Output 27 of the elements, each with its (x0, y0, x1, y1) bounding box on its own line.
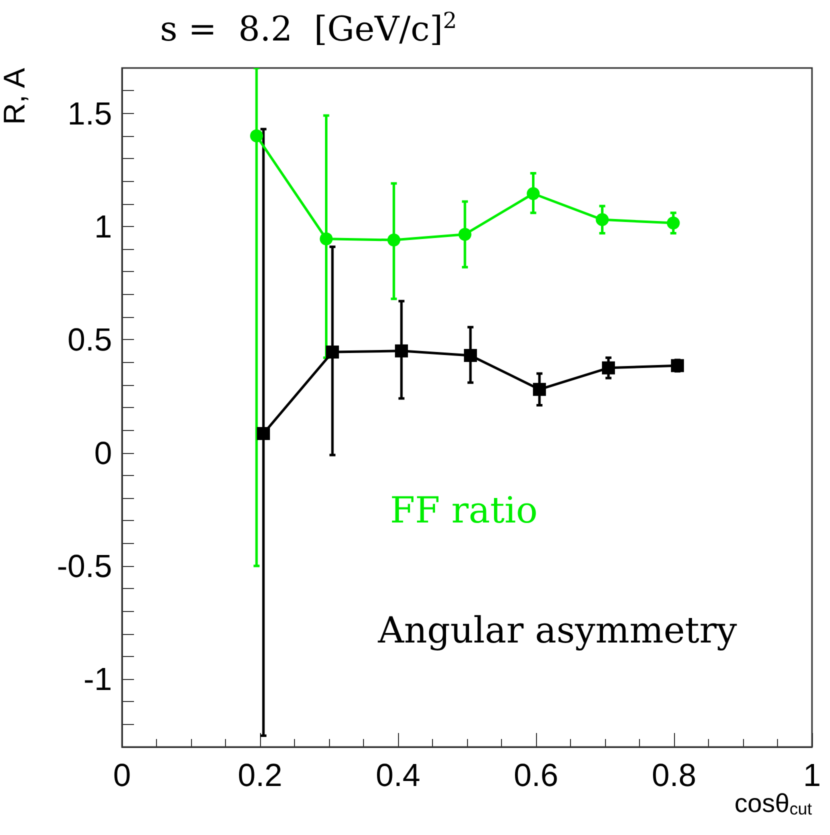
x-tick-label: 0.4 (376, 757, 420, 793)
text: FF ratio (390, 490, 538, 532)
text: Angular asymmetry (377, 610, 738, 652)
point (602, 361, 615, 374)
y-axis-title: R, A (0, 68, 32, 125)
point (464, 348, 477, 362)
y-tick-label: 0.5 (68, 322, 112, 358)
y-tick-label: -1 (84, 661, 112, 698)
y-tick-label: 0 (94, 434, 112, 471)
point (458, 228, 472, 241)
point (596, 213, 609, 226)
point (666, 216, 680, 230)
point (394, 344, 408, 358)
point (326, 346, 339, 359)
point (532, 382, 546, 396)
y-tick-label: 1.5 (68, 95, 112, 132)
point (320, 232, 333, 246)
y-tick-label: 1 (94, 208, 112, 244)
point (256, 427, 270, 440)
x-tick-label: 0.2 (238, 757, 282, 793)
point (526, 187, 540, 200)
point (250, 129, 264, 142)
point (670, 359, 684, 372)
point (387, 234, 400, 247)
x-tick-label: 0.6 (514, 757, 558, 793)
y-tick-label: -0.5 (56, 548, 112, 584)
x-tick-label: 0.8 (652, 757, 696, 793)
